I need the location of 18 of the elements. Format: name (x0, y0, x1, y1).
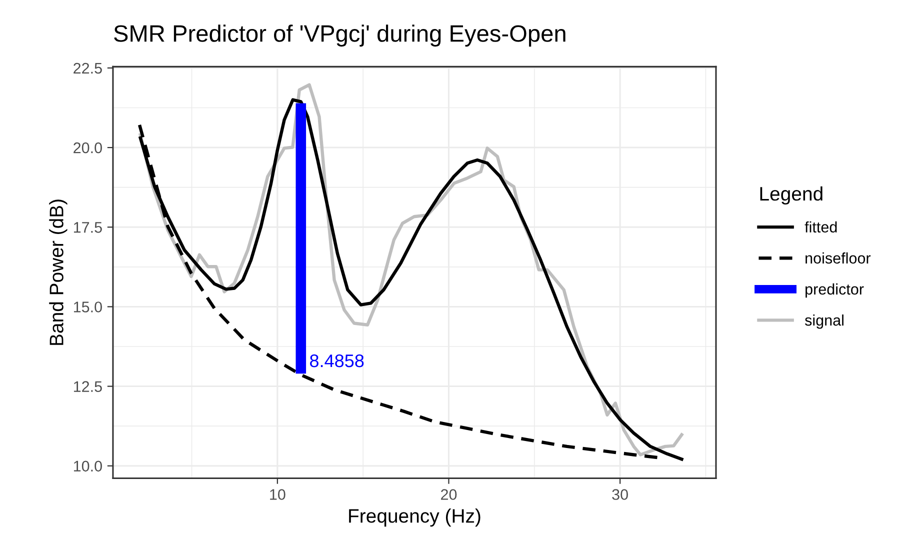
x-tick-label: 30 (612, 489, 628, 500)
y-axis-title: Band Power (dB) (49, 200, 68, 345)
legend-label: signal (804, 314, 844, 329)
legend-label: noisefloor (806, 252, 871, 264)
annotation: 8.4858 (310, 354, 364, 368)
y-tick-label: 20.0 (74, 142, 102, 154)
x-axis-title: Frequency (Hz) (349, 508, 480, 527)
y-tick-label: 17.5 (74, 222, 102, 233)
y-tick-label: 10.0 (74, 460, 102, 472)
y-tick-label: 22.5 (74, 62, 102, 74)
y-tick-label: 12.5 (74, 381, 102, 392)
legend-label: fitted (804, 221, 837, 233)
y-tick-label: 15.0 (74, 302, 102, 312)
x-tick-label: 20 (441, 489, 457, 500)
x-tick-label: 10 (270, 489, 286, 500)
chart-title: SMR Predictor of 'VPgcj' during Eyes-Open (114, 24, 566, 47)
legend-label: predictor (806, 283, 864, 298)
legend-title: Legend (760, 186, 822, 205)
